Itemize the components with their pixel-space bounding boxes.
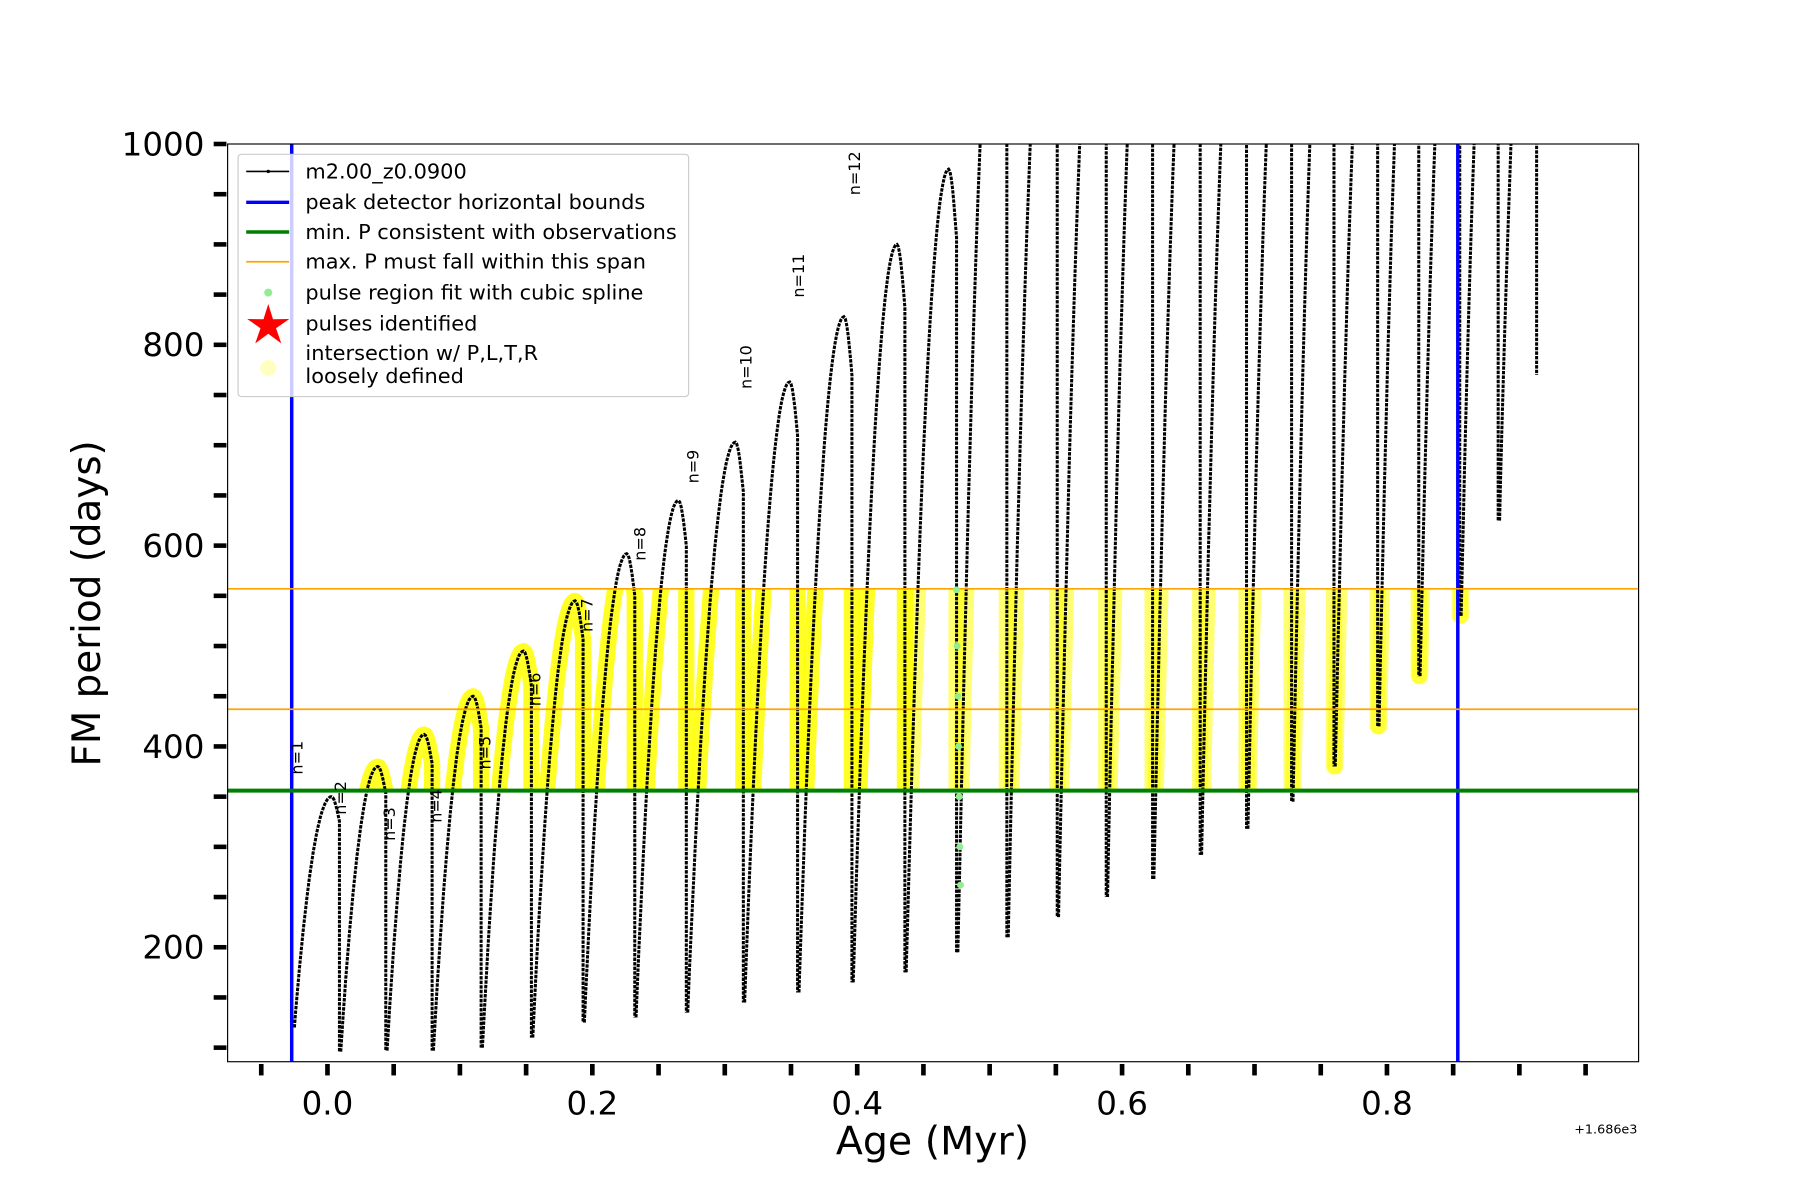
pulse-label: n=8	[630, 527, 649, 561]
intersection-highlight	[1147, 588, 1209, 791]
intersection-highlight	[798, 588, 861, 791]
legend-entry: pulses identified	[247, 304, 477, 344]
x-axis-label: Age (Myr)	[836, 1120, 1029, 1165]
y-tick-label: 200	[142, 929, 204, 967]
pulse-cycle-curve	[1291, 144, 1336, 802]
legend-entry: min. P consistent with observations	[246, 220, 677, 244]
pulse-label: n=4	[426, 789, 445, 823]
y-tick-label: 600	[142, 527, 204, 565]
intersection-highlight	[1370, 588, 1427, 735]
spline-point	[953, 586, 961, 594]
pulse-cycle-curve	[851, 242, 907, 983]
x-tick-label: 0.4	[831, 1085, 883, 1123]
spline-point	[955, 743, 963, 750]
legend-entry: max. P must fall within this span	[246, 250, 646, 274]
pulse-label: n=6	[526, 673, 545, 707]
pulse-cycle-curve	[1006, 144, 1059, 938]
pulse-cycle-curve	[292, 795, 341, 1052]
pulse-cycle-curve	[1418, 144, 1462, 677]
intersection-highlight	[1327, 588, 1386, 775]
plot-frame	[227, 143, 1640, 1063]
legend-entry: pulse region fit with cubic spline	[264, 281, 643, 305]
legend-label: max. P must fall within this span	[305, 250, 646, 274]
intersection-highlight	[1003, 588, 1066, 791]
intersection-highlight	[1500, 0, 1537, 521]
pulse-cycle-curve	[797, 314, 854, 993]
intersection-highlight	[1453, 588, 1470, 624]
intersection-highlight	[903, 588, 965, 791]
pulse-cycle-curve	[743, 380, 800, 1003]
y-tick-label: 400	[142, 728, 204, 766]
x-tick-label: 0.0	[302, 1085, 354, 1123]
y-tick-label: 1000	[122, 126, 205, 164]
pulse-label: n=5	[475, 736, 494, 770]
pulse-label: n=10	[736, 345, 755, 389]
pulse-label: n=1	[287, 741, 306, 775]
pulse-cycle-curve	[1106, 144, 1155, 898]
pulse-cycle-curve	[1246, 144, 1294, 829]
pulse-cycle-curve	[531, 599, 585, 1038]
pulse-label: n=3	[380, 807, 399, 841]
pulse-cycle-curve	[1498, 144, 1539, 521]
x-tick-label: 0.2	[566, 1085, 618, 1123]
legend-entry: m2.00_z0.0900	[246, 159, 467, 184]
intersection-highlight	[1411, 588, 1468, 685]
pulse-label: n=9	[683, 450, 702, 484]
y-axis-label: FM period (days)	[65, 440, 110, 766]
pulse-label: n=2	[331, 781, 350, 815]
pulse-cycle-curve	[1459, 144, 1500, 616]
pulse-cycle-curve	[1377, 144, 1421, 727]
pulse-cycle-curve	[686, 440, 745, 1013]
pulse-cycle-curve	[385, 732, 434, 1051]
legend-label: peak detector horizontal bounds	[305, 190, 645, 214]
pulse-label: n=12	[845, 151, 864, 195]
intersection-highlight	[953, 588, 1015, 791]
pulse-cycle-curve	[956, 144, 1009, 953]
star-icon	[247, 304, 290, 344]
y-tick-label: 800	[142, 326, 204, 364]
spline-point	[955, 793, 963, 801]
pulse-label: n=7	[577, 598, 596, 632]
pulse-cycle-curve	[1057, 144, 1108, 918]
legend-label: pulse region fit with cubic spline	[305, 281, 643, 305]
spline-point	[954, 692, 962, 700]
pulse-cycle-curve	[1333, 144, 1380, 767]
spline-point	[957, 881, 964, 889]
x-offset-text: +1.686e3	[1574, 1122, 1637, 1137]
pulse-cycle-curve	[339, 764, 388, 1052]
legend-box	[237, 153, 690, 398]
pulse-cycle-curve	[431, 694, 483, 1051]
x-tick-label: 0.8	[1361, 1085, 1413, 1123]
pulse-cycle-curve	[634, 498, 688, 1018]
intersection-highlight	[1053, 588, 1115, 791]
intersection-highlight	[1285, 588, 1343, 791]
legend-label: min. P consistent with observations	[305, 220, 676, 244]
intersection-highlight	[1240, 588, 1300, 791]
pulse-cycle-curve	[904, 167, 959, 973]
legend-label: intersection w/ P,L,T,R	[305, 341, 538, 365]
pulse-cycle-curve	[582, 552, 637, 1023]
legend-dot-icon	[264, 288, 273, 297]
pulse-cycle-curve	[1200, 144, 1249, 855]
x-tick-label: 0.6	[1096, 1085, 1148, 1123]
spline-point	[953, 642, 961, 650]
intersection-highlight	[1194, 588, 1255, 791]
legend-entry: peak detector horizontal bounds	[246, 190, 645, 214]
legend-label: loosely defined	[305, 364, 463, 388]
legend-marker-icon	[266, 169, 270, 174]
pulse-cycle-curve	[1152, 144, 1202, 880]
intersection-highlight	[491, 643, 540, 791]
pulse-label: n=11	[789, 254, 808, 298]
intersection-highlight	[1101, 588, 1161, 791]
spline-point	[956, 843, 964, 851]
legend-label: pulses identified	[305, 311, 477, 335]
legend-circle-icon	[260, 360, 277, 376]
legend-label: m2.00_z0.0900	[305, 159, 466, 184]
